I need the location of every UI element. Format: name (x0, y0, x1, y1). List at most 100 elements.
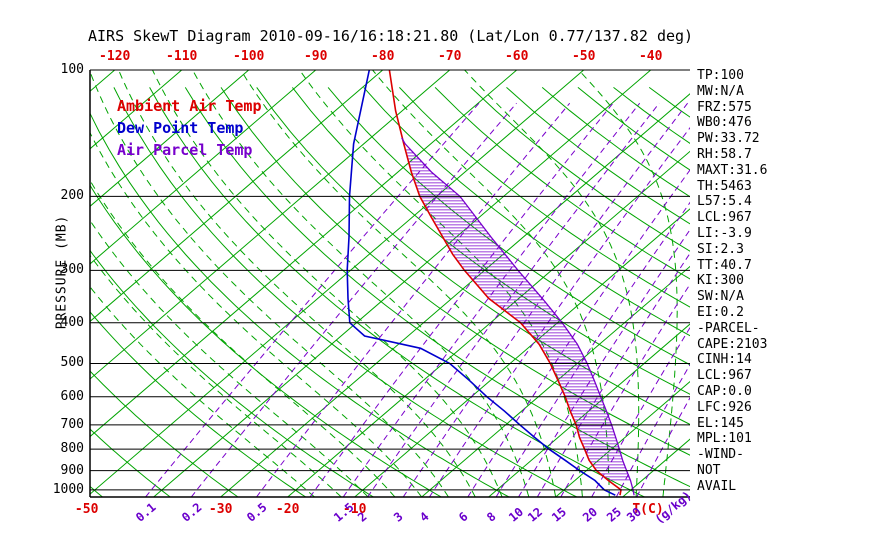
moist-adiabat-line (90, 254, 342, 497)
stat-line: WB0:476 (697, 115, 752, 131)
isotherm-line (90, 70, 250, 208)
stat-line: SW:N/A (697, 289, 744, 305)
moist-adiabat-line (90, 131, 423, 497)
isotherm-line (488, 323, 690, 497)
dry-adiabat-line (90, 311, 307, 497)
moist-adiabat-line (192, 70, 530, 497)
stat-line: CAPE:2103 (697, 336, 768, 352)
mixing-ratio-line (402, 102, 688, 497)
mixing-ratio-line (367, 102, 660, 497)
bottom-temp-label: -30 (208, 502, 233, 517)
dry-adiabat-line (90, 370, 239, 497)
stat-line: FRZ:575 (697, 99, 752, 115)
isotherm-line (555, 380, 690, 497)
pressure-tick-label: 200 (60, 188, 84, 204)
stat-line: EI:0.2 (697, 305, 744, 320)
moist-adiabat-line (464, 70, 640, 497)
dry-adiabat-line (149, 87, 645, 497)
dry-adiabat-line (90, 485, 103, 497)
moist-adiabat-line (90, 285, 315, 497)
stat-line: -PARCEL- (697, 320, 760, 336)
pressure-tick-label: 1000 (52, 481, 84, 497)
pressure-tick-label: 700 (60, 416, 84, 432)
dry-adiabat-line (648, 86, 690, 118)
moist-adiabat-line (240, 70, 557, 497)
pressure-tick-label: 500 (60, 355, 84, 371)
mixing-ratio-line (636, 396, 690, 497)
pressure-tick-label: 100 (60, 62, 84, 77)
chart-title: AIRS SkewT Diagram 2010-09-16/16:18:21.8… (88, 27, 694, 45)
pressure-tick-label: 600 (60, 388, 84, 404)
stat-line: PW:33.72 (697, 131, 760, 147)
top-temp-label: -110 (166, 49, 198, 64)
stat-line: NOT (697, 463, 721, 478)
top-temp-label: -40 (638, 49, 663, 64)
bottom-temp-label: -20 (275, 502, 300, 517)
isotherm-line (90, 70, 183, 150)
legend-air-parcel-temp: Air Parcel Temp (117, 141, 253, 159)
mixing-ratio-line (615, 363, 690, 497)
bottom-temp-label: -50 (74, 502, 99, 517)
stat-line: TP:100 (697, 68, 744, 83)
dry-adiabat-line (363, 87, 690, 337)
dry-adiabat-line (113, 87, 578, 497)
mixing-ratio-line (467, 169, 690, 497)
moist-adiabat-line (299, 70, 583, 497)
dry-adiabat-line (90, 428, 171, 497)
stat-line: LFC:926 (697, 399, 752, 415)
stat-line: LCL:967 (697, 210, 752, 226)
legend-ambient-air-temp: Ambient Air Temp (117, 97, 262, 115)
dew-point-temp-curve (346, 70, 616, 496)
mixing-ratio-line (342, 102, 641, 497)
legend-dew-point-temp: Dew Point Temp (117, 119, 244, 137)
dry-adiabat-line (506, 87, 690, 225)
dry-adiabat-line (292, 87, 690, 395)
air-parcel-temp-curve (401, 137, 635, 496)
pressure-tick-label: 900 (60, 462, 84, 478)
mixing-ratio-line (518, 228, 690, 497)
dry-adiabat-line (256, 87, 690, 425)
moist-adiabat-line (90, 179, 396, 497)
isotherm-line (354, 208, 690, 497)
dry-adiabat-line (327, 87, 690, 366)
top-temp-label: -100 (233, 49, 265, 64)
temp-unit-label: T(C) (632, 502, 664, 517)
moist-adiabat-line (118, 70, 476, 497)
stat-line: CINH:14 (697, 352, 752, 368)
stat-line: AVAIL (697, 478, 737, 494)
isotherm-line (0, 70, 48, 497)
top-temp-label: -90 (303, 49, 328, 64)
mixing-ratio-line (190, 102, 517, 497)
isotherm-line (287, 150, 690, 497)
ambient-air-temp-curve (388, 70, 622, 496)
stat-line: TH:5463 (697, 178, 752, 194)
top-temp-label: -120 (99, 49, 131, 64)
dry-adiabat-line (90, 249, 374, 497)
stat-line: LI:-3.9 (697, 226, 752, 241)
dry-adiabat-line (184, 87, 690, 488)
stat-line: TT:40.7 (697, 257, 752, 273)
bottom-temp-label: -10 (342, 502, 367, 517)
pressure-tick-label: 400 (60, 314, 84, 330)
stat-line: LCL:967 (697, 368, 752, 384)
stat-line: RH:58.7 (697, 147, 752, 162)
isotherm-line (90, 70, 317, 265)
stat-line: -WIND- (697, 447, 744, 463)
moist-adiabat-line (90, 70, 449, 497)
pressure-tick-label: 800 (60, 441, 84, 457)
dry-adiabat-line (470, 87, 690, 252)
pressure-tick-label: 300 (60, 262, 84, 278)
mixing-ratio-line (560, 283, 690, 497)
mixing-ratio-line (309, 102, 614, 497)
top-temp-label: -50 (571, 49, 596, 64)
stat-line: L57:5.4 (697, 194, 752, 210)
dry-adiabat-line (434, 87, 690, 280)
stat-line: KI:300 (697, 273, 744, 289)
mixing-ratio-line (256, 102, 571, 497)
dry-adiabat-line (90, 184, 442, 497)
isotherm-line (90, 70, 518, 438)
plot-area (0, 70, 690, 497)
isotherm-line (90, 70, 384, 323)
